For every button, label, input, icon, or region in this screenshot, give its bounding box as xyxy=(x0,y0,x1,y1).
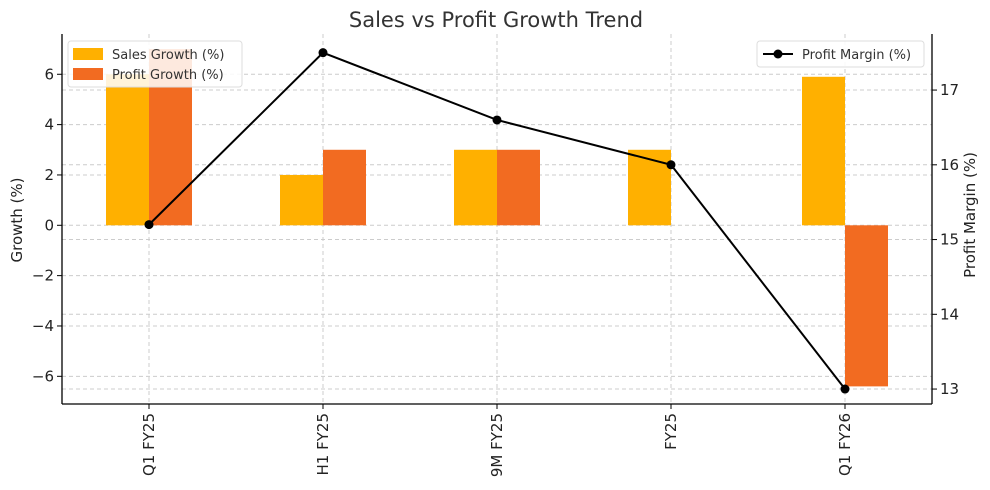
legend-line-frame xyxy=(756,40,925,68)
y-tick-label-left: −2 xyxy=(32,267,54,285)
y-tick-label-left: −4 xyxy=(32,317,54,335)
y-tick-label-left: −6 xyxy=(32,367,54,385)
legend-bars-frame xyxy=(67,40,243,88)
sales-growth-bar xyxy=(106,74,149,226)
line-layer xyxy=(144,48,850,394)
profit-margin-point xyxy=(666,160,676,170)
profit-growth-legend-label: Profit Growth (%) xyxy=(112,68,224,83)
axes-layer: 6 4 2 0 −2 −4 −6 17 16 15 14 13 Q1 FY25 H1 FY25 9M FY2… xyxy=(32,34,959,477)
legend-bars: Sales Growth (%) Profit Growth (%) xyxy=(67,40,243,88)
y-tick-label-right: 14 xyxy=(940,305,959,323)
profit-margin-point xyxy=(144,220,154,230)
profit-margin-point xyxy=(318,48,328,58)
profit-growth-bar xyxy=(845,225,888,387)
y-tick-label-right: 16 xyxy=(940,156,959,174)
y-tick-label-left: 4 xyxy=(44,116,54,134)
profit-margin-legend-marker xyxy=(773,49,783,59)
y-tick-label-right: 17 xyxy=(940,81,959,99)
x-tick-label: FY25 xyxy=(662,413,680,450)
profit-margin-legend-label: Profit Margin (%) xyxy=(802,48,911,63)
chart-title: Sales vs Profit Growth Trend xyxy=(349,8,643,32)
profit-growth-bar xyxy=(497,149,540,226)
x-tick-label: Q1 FY25 xyxy=(140,413,158,476)
sales-growth-bar xyxy=(628,149,671,226)
profit-growth-swatch xyxy=(73,68,103,80)
profit-growth-bar xyxy=(323,149,366,226)
y-tick-label-right: 13 xyxy=(940,380,959,398)
y-tick-label-left: 0 xyxy=(44,216,54,234)
sales-growth-bar xyxy=(454,149,497,226)
y-tick-label-right: 15 xyxy=(940,231,959,249)
sales-growth-swatch xyxy=(73,48,103,60)
profit-margin-point xyxy=(492,115,502,125)
y-tick-label-left: 2 xyxy=(44,166,54,184)
y-axis-label-right: Profit Margin (%) xyxy=(961,152,979,278)
sales-growth-bar xyxy=(802,76,845,226)
x-tick-label: H1 FY25 xyxy=(314,413,332,475)
sales-growth-legend-label: Sales Growth (%) xyxy=(112,48,224,63)
y-axis-label-left: Growth (%) xyxy=(8,177,26,262)
legend-line: Profit Margin (%) xyxy=(756,40,925,68)
x-tick-label: 9M FY25 xyxy=(488,413,506,477)
sales-growth-bar xyxy=(280,174,323,226)
bars-layer xyxy=(106,49,888,387)
y-tick-label-left: 6 xyxy=(44,65,54,83)
x-tick-label: Q1 FY26 xyxy=(836,413,854,476)
profit-margin-point xyxy=(840,384,850,394)
